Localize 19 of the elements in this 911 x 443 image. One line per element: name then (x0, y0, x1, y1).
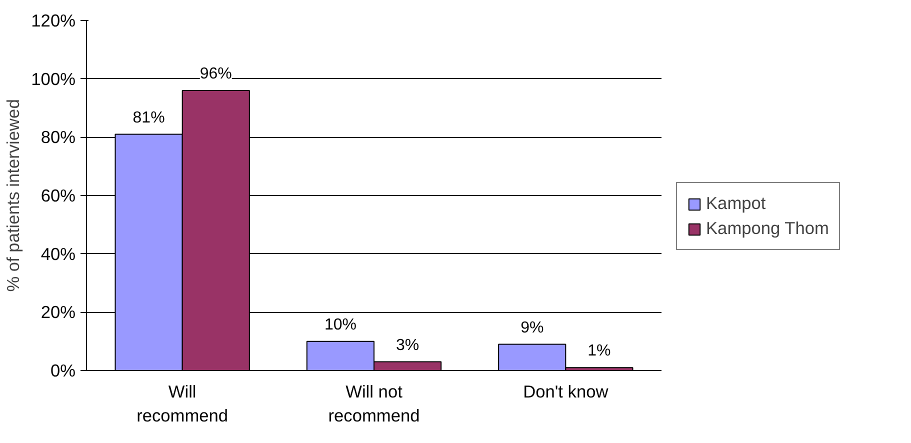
data-label: 9% (520, 319, 544, 336)
y-tick-label: 40% (40, 244, 76, 264)
y-tick-label: 60% (40, 186, 76, 206)
y-tick-label: 0% (50, 360, 76, 380)
x-tick-label: Will recommend (136, 382, 228, 426)
y-tick-label: 100% (31, 68, 76, 89)
y-tick-label: 120% (31, 10, 76, 30)
legend-label: Kampong Thom (706, 218, 829, 239)
y-tick-label: 80% (40, 127, 76, 148)
data-label: 3% (396, 336, 420, 354)
legend-label: Kampot (706, 193, 766, 214)
data-label: 81% (132, 109, 165, 126)
data-label: 96% (200, 66, 232, 82)
x-tick-label: Don't know (523, 382, 609, 402)
y-tick-label: 20% (40, 302, 76, 322)
data-label: 1% (588, 342, 611, 360)
x-tick-label: Will not recommend (328, 382, 420, 426)
data-label: 10% (324, 316, 356, 334)
y-axis-title: % of patients interviewed (3, 99, 24, 292)
